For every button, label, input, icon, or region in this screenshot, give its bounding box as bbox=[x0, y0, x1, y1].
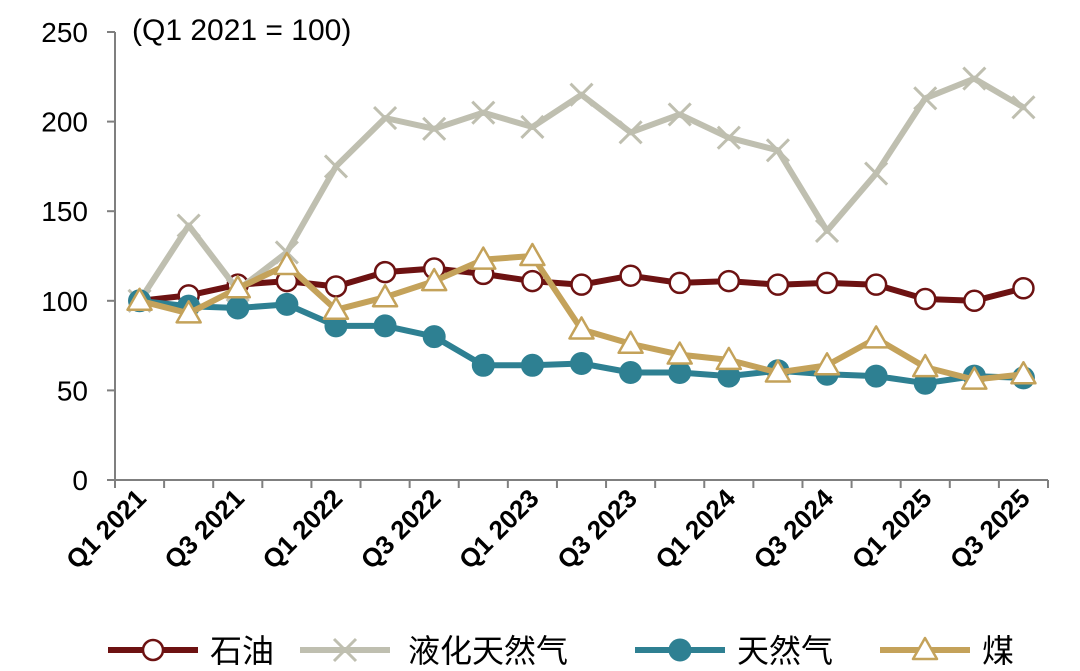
data-point bbox=[519, 242, 546, 267]
data-point bbox=[471, 100, 496, 125]
legend-item: 液化天然气 bbox=[300, 632, 568, 670]
series-4 bbox=[126, 242, 1037, 390]
y-tick-label: 50 bbox=[57, 375, 88, 406]
data-point bbox=[273, 251, 301, 276]
data-point bbox=[323, 154, 349, 179]
legend-item: 天然气 bbox=[635, 632, 833, 670]
legend-label: 天然气 bbox=[737, 632, 833, 670]
data-point bbox=[568, 316, 595, 340]
data-point bbox=[715, 346, 743, 371]
legend-marker bbox=[332, 637, 358, 663]
data-point bbox=[617, 330, 644, 355]
series-layer bbox=[126, 66, 1037, 395]
data-point bbox=[1010, 361, 1037, 385]
x-tick-label: Q3 2025 bbox=[944, 483, 1036, 575]
data-point bbox=[322, 296, 350, 321]
x-tick-label: Q1 2023 bbox=[453, 483, 545, 575]
data-point bbox=[520, 353, 544, 377]
legend-marker bbox=[668, 638, 692, 662]
data-point bbox=[813, 352, 841, 376]
data-point bbox=[126, 287, 153, 312]
data-point bbox=[520, 114, 545, 140]
data-point bbox=[224, 275, 252, 299]
legend-label: 煤 bbox=[982, 632, 1014, 670]
series-3 bbox=[128, 289, 1035, 395]
x-tick-label: Q1 2021 bbox=[60, 483, 152, 575]
data-point bbox=[618, 120, 643, 145]
series-1 bbox=[128, 257, 1035, 313]
data-point bbox=[717, 269, 741, 293]
data-point bbox=[175, 300, 202, 324]
legend: 石油 液化天然气 天然气 煤 bbox=[108, 632, 1014, 670]
data-point bbox=[716, 125, 741, 150]
x-tick-label: Q3 2021 bbox=[158, 483, 250, 575]
data-point bbox=[324, 275, 348, 298]
data-point bbox=[176, 213, 201, 238]
x-tick-label: Q3 2023 bbox=[551, 483, 643, 575]
data-point bbox=[226, 296, 250, 320]
data-point bbox=[470, 246, 497, 270]
data-point bbox=[521, 269, 544, 293]
data-point bbox=[667, 102, 692, 127]
data-point bbox=[619, 264, 642, 287]
data-point bbox=[766, 273, 790, 296]
data-point bbox=[420, 267, 448, 292]
data-point bbox=[275, 292, 299, 316]
data-point bbox=[570, 352, 593, 376]
x-tick-label: Q1 2022 bbox=[256, 483, 348, 575]
y-tick-label: 250 bbox=[41, 17, 88, 48]
legend-marker bbox=[911, 636, 939, 661]
data-point bbox=[814, 218, 840, 243]
y-tick-label: 100 bbox=[41, 286, 88, 317]
data-point bbox=[913, 86, 938, 111]
data-point bbox=[862, 325, 890, 349]
data-point bbox=[668, 271, 691, 295]
series-line bbox=[136, 75, 1027, 304]
data-point bbox=[764, 359, 792, 383]
legend-label: 液化天然气 bbox=[408, 632, 568, 670]
data-point bbox=[961, 366, 988, 390]
y-tick-label: 150 bbox=[41, 196, 88, 227]
x-tick-label: Q3 2024 bbox=[748, 483, 840, 575]
data-point bbox=[1011, 95, 1036, 120]
legend-marker bbox=[141, 638, 165, 662]
data-point bbox=[864, 273, 888, 296]
data-point bbox=[422, 325, 446, 349]
data-point bbox=[913, 287, 937, 311]
x-tick-label: Q1 2025 bbox=[846, 483, 938, 575]
data-point bbox=[422, 116, 447, 141]
legend-label: 石油 bbox=[210, 632, 274, 670]
data-point bbox=[570, 273, 593, 296]
y-tick-label: 200 bbox=[41, 107, 88, 138]
data-point bbox=[666, 341, 693, 365]
data-point bbox=[962, 66, 987, 91]
data-point bbox=[864, 364, 888, 388]
data-point bbox=[471, 353, 495, 377]
chart-annotation: (Q1 2021 = 100) bbox=[132, 14, 351, 47]
legend-item: 石油 bbox=[108, 632, 274, 670]
data-point bbox=[864, 161, 889, 186]
y-tick-label: 0 bbox=[72, 465, 88, 496]
data-point bbox=[373, 314, 397, 338]
data-point bbox=[371, 283, 399, 308]
legend-item: 煤 bbox=[880, 632, 1014, 670]
data-point bbox=[765, 138, 790, 163]
data-point bbox=[373, 105, 398, 131]
x-tick-label: Q3 2022 bbox=[355, 483, 447, 575]
data-point bbox=[619, 360, 643, 384]
data-point bbox=[815, 271, 839, 295]
data-point bbox=[1012, 277, 1035, 300]
data-point bbox=[911, 353, 939, 378]
data-point bbox=[963, 289, 986, 313]
data-point bbox=[569, 82, 594, 107]
data-point bbox=[373, 260, 397, 284]
x-tick-label: Q1 2024 bbox=[649, 483, 741, 575]
